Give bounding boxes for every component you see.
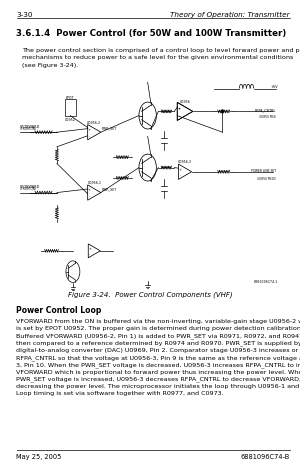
Text: -: - xyxy=(179,174,181,177)
Text: (see Figure 3-24).: (see Figure 3-24). xyxy=(22,63,79,68)
Text: VFORWARD which is proportional to forward power thus increasing the power level.: VFORWARD which is proportional to forwar… xyxy=(16,369,300,374)
Text: -: - xyxy=(178,114,180,118)
Text: Theory of Operation: Transmitter: Theory of Operation: Transmitter xyxy=(170,12,290,18)
Text: PWR_SET voltage is increased, U0956-3 decreases RFPA_CNTRL to decrease VFORWARD,: PWR_SET voltage is increased, U0956-3 de… xyxy=(16,376,300,382)
Text: 6881096C74-B: 6881096C74-B xyxy=(240,454,290,459)
Text: RFPA_CNTRL so that the voltage at U0956-3, Pin 9 is the same as the reference vo: RFPA_CNTRL so that the voltage at U0956-… xyxy=(16,355,300,360)
Text: +: + xyxy=(178,106,181,111)
Text: U0952: U0952 xyxy=(65,118,76,122)
Text: +: + xyxy=(178,106,181,111)
Text: then compared to a reference determined by R0974 and R0970. PWR_SET is supplied : then compared to a reference determined … xyxy=(16,340,300,346)
Text: (U0956 PN1): (U0956 PN1) xyxy=(259,115,276,119)
Text: U0956-2: U0956-2 xyxy=(87,120,101,125)
Text: -: - xyxy=(89,134,90,138)
Text: +: + xyxy=(88,246,91,250)
Text: -: - xyxy=(89,194,90,198)
Text: digital-to-analog converter (DAC) U0969, Pin 2. Comparator stage U0956-3 increas: digital-to-analog converter (DAC) U0969,… xyxy=(16,347,300,352)
Text: -: - xyxy=(178,114,180,118)
Text: +: + xyxy=(179,167,181,171)
Text: mechanisms to reduce power to a safe level for the given environmental condition: mechanisms to reduce power to a safe lev… xyxy=(22,56,294,60)
Text: VFORWARD from the ON is buffered via the non-inverting, variable-gain stage U095: VFORWARD from the ON is buffered via the… xyxy=(16,319,300,324)
Text: 3, Pin 10. When the PWR_SET voltage is decreased, U0956-3 increases RFPA_CNTRL t: 3, Pin 10. When the PWR_SET voltage is d… xyxy=(16,362,300,367)
Bar xyxy=(65,100,76,116)
Text: U0956: U0956 xyxy=(180,100,190,104)
Text: Loop timing is set via software together with R0977, and C0973.: Loop timing is set via software together… xyxy=(16,390,224,395)
Text: RFPA_CNTRL: RFPA_CNTRL xyxy=(254,108,276,112)
Text: EPOT: EPOT xyxy=(66,95,74,100)
Text: is set by EPOT U0952. The proper gain is determined during power detection calib: is set by EPOT U0952. The proper gain is… xyxy=(16,326,300,331)
Text: +: + xyxy=(88,188,91,192)
Text: U0956-3: U0956-3 xyxy=(178,160,192,164)
Text: 6881096C74-1: 6881096C74-1 xyxy=(254,279,278,283)
Text: Figure 3-24.  Power Control Components (VHF): Figure 3-24. Power Control Components (V… xyxy=(68,291,232,297)
Text: Buffered VFORWARD (U0956-2, Pin 1) is added to PWR_SET via R0971, R0972, and R09: Buffered VFORWARD (U0956-2, Pin 1) is ad… xyxy=(16,333,300,338)
Text: +5V: +5V xyxy=(271,85,278,89)
Text: (FROM ON): (FROM ON) xyxy=(20,187,36,191)
Text: VFORWARD: VFORWARD xyxy=(20,125,40,129)
Text: 3-30: 3-30 xyxy=(16,12,33,18)
Text: POWER LINE SET: POWER LINE SET xyxy=(251,168,276,172)
Text: May 25, 2005: May 25, 2005 xyxy=(16,454,62,459)
Text: The power control section is comprised of a control loop to level forward power : The power control section is comprised o… xyxy=(22,48,300,53)
Text: U0956-1: U0956-1 xyxy=(87,181,101,185)
Text: -: - xyxy=(89,252,90,256)
Text: PWR_SET: PWR_SET xyxy=(102,126,117,130)
Text: Power Control Loop: Power Control Loop xyxy=(16,306,102,314)
Text: 3.6.1.4  Power Control (for 50W and 100W Transmitter): 3.6.1.4 Power Control (for 50W and 100W … xyxy=(16,29,287,38)
Text: (FROM ON): (FROM ON) xyxy=(20,127,36,131)
Text: PWR_SET: PWR_SET xyxy=(102,187,117,190)
Circle shape xyxy=(221,111,223,113)
Text: decreasing the power level. The microprocessor initiates the loop through U0956-: decreasing the power level. The micropro… xyxy=(16,383,300,388)
Text: +: + xyxy=(88,128,91,132)
Text: (U0956 PN10): (U0956 PN10) xyxy=(257,177,276,181)
Text: VFORWARD: VFORWARD xyxy=(20,185,40,189)
